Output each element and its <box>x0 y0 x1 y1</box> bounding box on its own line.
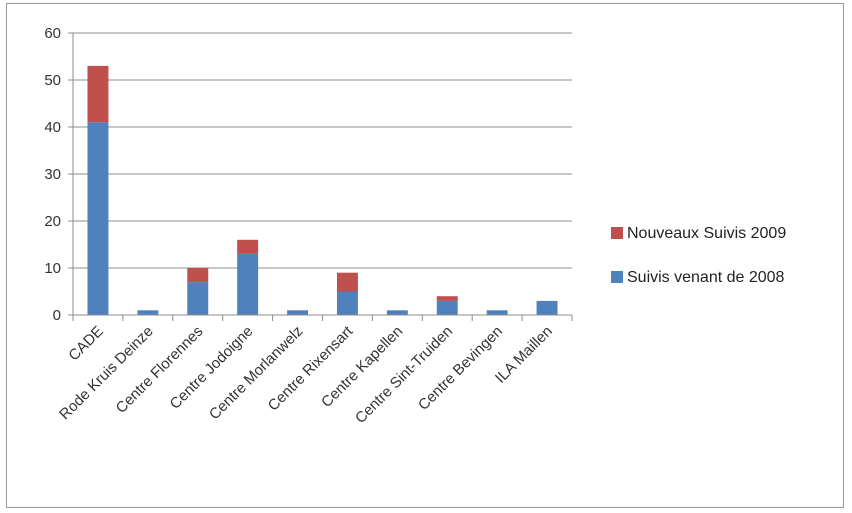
bar-suivis-2008-9 <box>536 300 558 315</box>
bar-suivis-2008-6 <box>386 310 408 315</box>
x-tick-label-8: Centre Bevingen <box>415 323 506 414</box>
bar-nouveaux-2009-7 <box>436 296 458 301</box>
bar-nouveaux-2009-5 <box>336 272 358 292</box>
bar-suivis-2008-4 <box>287 310 309 315</box>
y-tick-label-10: 10 <box>44 260 61 277</box>
x-tick-label-7: Centre Sint-Truiden <box>352 323 456 427</box>
bars <box>87 65 558 315</box>
legend-label-0: Suivis venant de 2008 <box>627 269 785 286</box>
bar-suivis-2008-1 <box>137 310 159 315</box>
bar-suivis-2008-7 <box>436 300 458 315</box>
bar-suivis-2008-2 <box>187 282 209 315</box>
bar-suivis-2008-0 <box>87 122 109 315</box>
bar-nouveaux-2009-3 <box>237 239 259 254</box>
legend-label-1: Nouveaux Suivis 2009 <box>627 225 786 242</box>
legend-swatch-0 <box>611 271 623 283</box>
x-tick-label-0: CADE <box>65 323 106 364</box>
y-tick-label-20: 20 <box>44 213 61 230</box>
bar-nouveaux-2009-0 <box>87 65 109 123</box>
x-tick-label-2: Centre Florennes <box>113 323 207 417</box>
legend-swatch-1 <box>611 227 623 239</box>
bar-nouveaux-2009-2 <box>187 268 209 283</box>
bar-suivis-2008-5 <box>336 291 358 315</box>
chart-frame <box>6 3 844 508</box>
gridlines <box>73 32 572 269</box>
x-tick-label-1: Rode Kruis Deinze <box>56 323 156 423</box>
bar-suivis-2008-8 <box>486 310 508 315</box>
legend: Nouveaux Suivis 2009 Suivis venant de 200… <box>611 225 786 286</box>
x-tick-label-4: Centre Morlanwelz <box>206 323 306 423</box>
axes <box>68 32 573 321</box>
x-tick-label-5: Centre Rixensart <box>265 322 357 414</box>
y-tick-label-30: 30 <box>44 166 61 183</box>
y-tick-label-0: 0 <box>53 307 61 324</box>
y-tick-label-60: 60 <box>44 25 61 42</box>
y-tick-label-50: 50 <box>44 72 61 89</box>
y-axis-tick-labels: 0 10 20 30 40 50 60 <box>44 25 61 324</box>
y-tick-label-40: 40 <box>44 119 61 136</box>
bar-suivis-2008-3 <box>237 253 259 315</box>
